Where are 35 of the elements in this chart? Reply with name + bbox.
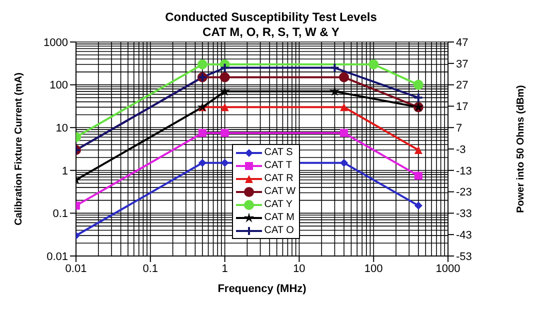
y-tick-label: 10 xyxy=(56,122,68,135)
y2-tick-label: -13 xyxy=(456,165,472,178)
y2-tick-label: -33 xyxy=(456,208,472,220)
x-tick-label: 1 xyxy=(222,262,228,275)
y2-tick-label: -43 xyxy=(456,230,472,242)
x-tick-label: 1000 xyxy=(436,262,460,275)
x-tick-label: 0.1 xyxy=(142,262,158,275)
y-tick-label: 1 xyxy=(62,165,68,178)
y2-tick-label: -53 xyxy=(456,250,472,263)
y2-tick-label: 47 xyxy=(456,36,468,49)
y-tick-label: 0.1 xyxy=(52,208,68,220)
legend-label: CAT W xyxy=(264,185,296,198)
y2-tick-label: -3 xyxy=(456,144,466,156)
y-tick-label: 1000 xyxy=(44,36,68,49)
x-tick-label: 100 xyxy=(364,262,383,275)
legend-label: CAT T xyxy=(264,159,292,172)
legend-label: CAT S xyxy=(264,146,293,159)
chart-title: Conducted Susceptibility Test Levels xyxy=(164,10,378,25)
legend-label: CAT R xyxy=(264,172,294,185)
y2-tick-label: 17 xyxy=(456,101,468,114)
y-axis-title: Calibration Fixture Current (mA) xyxy=(14,72,25,226)
x-tick-label: 0.01 xyxy=(65,262,87,275)
legend-label: CAT M xyxy=(264,211,294,224)
y2-tick-label: 27 xyxy=(456,80,468,92)
legend-label: CAT Y xyxy=(264,198,293,211)
chart-subtitle: CAT M, O, R, S, T, W & Y xyxy=(202,25,340,39)
y2-tick-label: -23 xyxy=(456,186,472,199)
y2-tick-label: 7 xyxy=(456,122,462,135)
y2-axis-title: Power into 50 Ohms (dBm) xyxy=(516,85,527,213)
y2-tick-label: 37 xyxy=(456,58,468,70)
x-tick-label: 10 xyxy=(293,262,306,275)
x-axis-title: Frequency (MHz) xyxy=(218,283,307,295)
y-tick-label: 0.01 xyxy=(46,250,68,263)
y-tick-label: 100 xyxy=(50,80,68,92)
legend-label: CAT O xyxy=(264,224,294,237)
